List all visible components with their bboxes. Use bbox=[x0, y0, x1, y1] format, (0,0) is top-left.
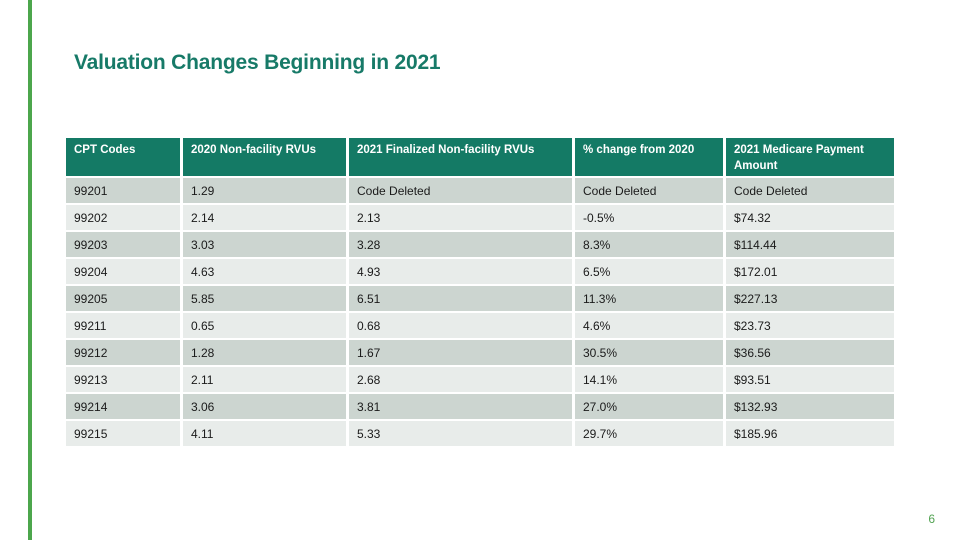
table-row: 99213 2.11 2.68 14.1% $93.51 bbox=[66, 367, 894, 394]
cell-2021-rvu: 5.33 bbox=[349, 421, 575, 448]
cell-2021-rvu: 3.81 bbox=[349, 394, 575, 421]
cell-2020-rvu: 0.65 bbox=[183, 313, 349, 340]
cell-cpt-code: 99202 bbox=[66, 205, 183, 232]
cell-2021-rvu: 2.68 bbox=[349, 367, 575, 394]
cell-2020-rvu: 4.63 bbox=[183, 259, 349, 286]
cell-2021-rvu: 4.93 bbox=[349, 259, 575, 286]
cell-pct-change: 11.3% bbox=[575, 286, 726, 313]
cell-pct-change: 29.7% bbox=[575, 421, 726, 448]
table-row: 99205 5.85 6.51 11.3% $227.13 bbox=[66, 286, 894, 313]
cell-cpt-code: 99205 bbox=[66, 286, 183, 313]
table-row: 99201 1.29 Code Deleted Code Deleted Cod… bbox=[66, 178, 894, 205]
cell-2020-rvu: 5.85 bbox=[183, 286, 349, 313]
column-header-pct-change: % change from 2020 bbox=[575, 138, 726, 178]
cell-cpt-code: 99203 bbox=[66, 232, 183, 259]
cell-2020-rvu: 4.11 bbox=[183, 421, 349, 448]
table-row: 99212 1.28 1.67 30.5% $36.56 bbox=[66, 340, 894, 367]
valuation-table: CPT Codes 2020 Non-facility RVUs 2021 Fi… bbox=[66, 138, 894, 448]
slide-title: Valuation Changes Beginning in 2021 bbox=[74, 51, 441, 74]
cell-payment-amount: $93.51 bbox=[726, 367, 894, 394]
cell-2020-rvu: 1.28 bbox=[183, 340, 349, 367]
cell-cpt-code: 99204 bbox=[66, 259, 183, 286]
cell-payment-amount: Code Deleted bbox=[726, 178, 894, 205]
cell-cpt-code: 99212 bbox=[66, 340, 183, 367]
cell-cpt-code: 99215 bbox=[66, 421, 183, 448]
cell-pct-change: 14.1% bbox=[575, 367, 726, 394]
table-row: 99215 4.11 5.33 29.7% $185.96 bbox=[66, 421, 894, 448]
cell-pct-change: 27.0% bbox=[575, 394, 726, 421]
cell-2021-rvu: 0.68 bbox=[349, 313, 575, 340]
table-row: 99211 0.65 0.68 4.6% $23.73 bbox=[66, 313, 894, 340]
table-body: 99201 1.29 Code Deleted Code Deleted Cod… bbox=[66, 178, 894, 448]
cell-2020-rvu: 2.14 bbox=[183, 205, 349, 232]
cell-payment-amount: $74.32 bbox=[726, 205, 894, 232]
table-row: 99214 3.06 3.81 27.0% $132.93 bbox=[66, 394, 894, 421]
cell-cpt-code: 99201 bbox=[66, 178, 183, 205]
cell-2020-rvu: 2.11 bbox=[183, 367, 349, 394]
cell-2021-rvu: 3.28 bbox=[349, 232, 575, 259]
cell-pct-change: -0.5% bbox=[575, 205, 726, 232]
cell-cpt-code: 99213 bbox=[66, 367, 183, 394]
cell-pct-change: 8.3% bbox=[575, 232, 726, 259]
cell-payment-amount: $185.96 bbox=[726, 421, 894, 448]
cell-2020-rvu: 3.06 bbox=[183, 394, 349, 421]
cell-payment-amount: $23.73 bbox=[726, 313, 894, 340]
cell-cpt-code: 99211 bbox=[66, 313, 183, 340]
cell-pct-change: 30.5% bbox=[575, 340, 726, 367]
column-header-2021-rvus: 2021 Finalized Non-facility RVUs bbox=[349, 138, 575, 178]
cell-pct-change: 4.6% bbox=[575, 313, 726, 340]
cell-2021-rvu: 1.67 bbox=[349, 340, 575, 367]
cell-payment-amount: $227.13 bbox=[726, 286, 894, 313]
table-header-row: CPT Codes 2020 Non-facility RVUs 2021 Fi… bbox=[66, 138, 894, 178]
cell-cpt-code: 99214 bbox=[66, 394, 183, 421]
cell-payment-amount: $114.44 bbox=[726, 232, 894, 259]
cell-pct-change: Code Deleted bbox=[575, 178, 726, 205]
cell-pct-change: 6.5% bbox=[575, 259, 726, 286]
cell-2021-rvu: 2.13 bbox=[349, 205, 575, 232]
column-header-2020-rvus: 2020 Non-facility RVUs bbox=[183, 138, 349, 178]
cell-payment-amount: $132.93 bbox=[726, 394, 894, 421]
page-number: 6 bbox=[928, 512, 935, 526]
cell-payment-amount: $172.01 bbox=[726, 259, 894, 286]
cell-payment-amount: $36.56 bbox=[726, 340, 894, 367]
table-row: 99204 4.63 4.93 6.5% $172.01 bbox=[66, 259, 894, 286]
cell-2021-rvu: Code Deleted bbox=[349, 178, 575, 205]
table-row: 99203 3.03 3.28 8.3% $114.44 bbox=[66, 232, 894, 259]
table-row: 99202 2.14 2.13 -0.5% $74.32 bbox=[66, 205, 894, 232]
cell-2020-rvu: 3.03 bbox=[183, 232, 349, 259]
left-accent-bar bbox=[28, 0, 32, 540]
cell-2020-rvu: 1.29 bbox=[183, 178, 349, 205]
cell-2021-rvu: 6.51 bbox=[349, 286, 575, 313]
column-header-payment-amount: 2021 Medicare Payment Amount bbox=[726, 138, 894, 178]
column-header-cpt-codes: CPT Codes bbox=[66, 138, 183, 178]
